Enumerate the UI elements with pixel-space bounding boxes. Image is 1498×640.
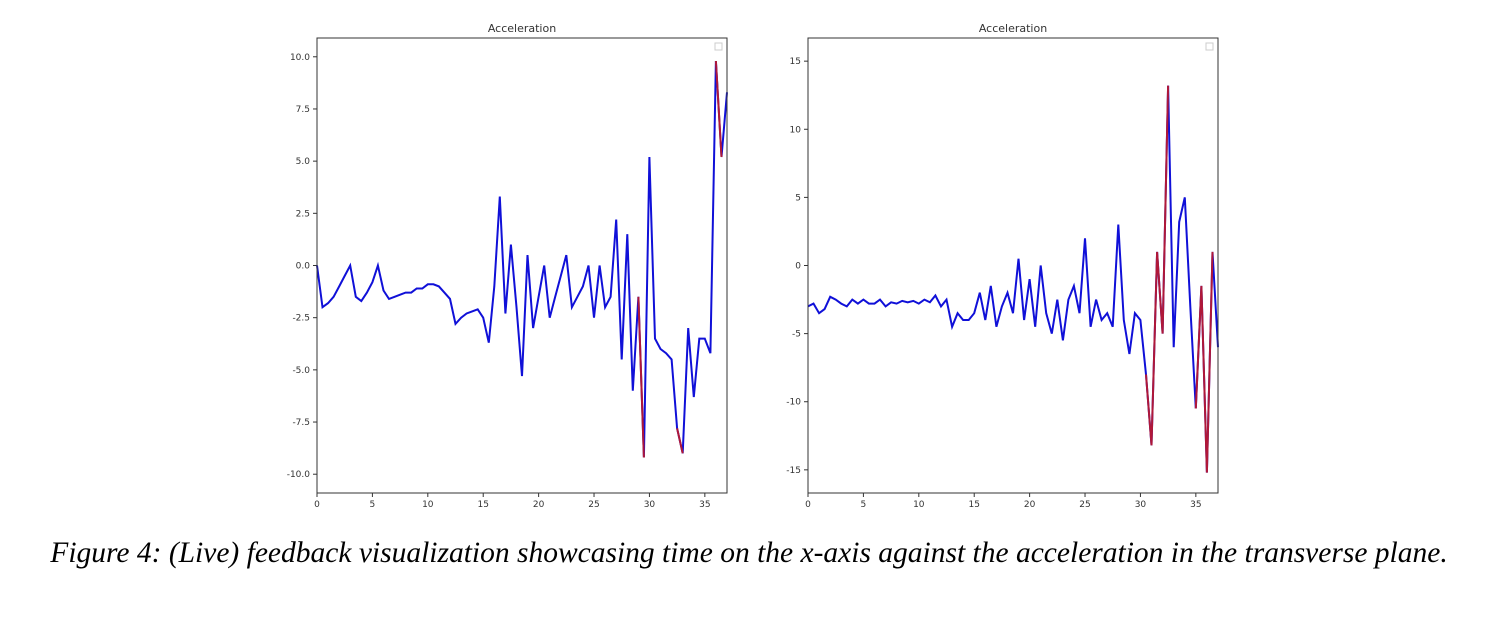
x-tick-label: 35: [1190, 500, 1201, 510]
x-tick-label: 35: [699, 500, 710, 510]
y-tick-label: -5.0: [292, 366, 310, 376]
data-line: [1145, 85, 1170, 446]
x-tick-label: 0: [805, 500, 811, 510]
x-tick-label: 25: [588, 500, 599, 510]
data-line: [316, 60, 728, 458]
y-tick-label: 10: [790, 125, 802, 135]
y-tick-label: 0.0: [296, 262, 311, 272]
y-tick-label: -15: [786, 466, 801, 476]
plot-frame: [807, 37, 1219, 494]
data-line: [1194, 251, 1214, 473]
data-line: [676, 428, 684, 454]
y-tick-label: -5: [792, 330, 801, 340]
y-tick-label: -2.5: [292, 314, 310, 324]
x-tick-label: 5: [861, 500, 867, 510]
y-tick-label: -10.0: [287, 470, 311, 480]
x-tick-label: 30: [644, 500, 656, 510]
chart-title: Acceleration: [979, 22, 1047, 35]
x-tick-label: 10: [913, 500, 925, 510]
x-tick-label: 25: [1079, 500, 1090, 510]
data-line: [714, 60, 723, 158]
x-tick-label: 5: [370, 500, 376, 510]
x-tick-label: 20: [1024, 500, 1036, 510]
legend-box: [714, 42, 723, 51]
figure: Acceleration 0 5 10 15 20 25 30 35 -10.0 -7.5 -5.0 -…: [287, 22, 1219, 510]
y-tick-label: -7.5: [292, 418, 310, 428]
legend-box: [1205, 42, 1214, 51]
y-tick-label: 0: [795, 262, 801, 272]
x-tick-label: 15: [477, 500, 488, 510]
y-tick-label: -10: [786, 398, 801, 408]
chart-title: Acceleration: [488, 22, 556, 35]
x-tick-label: 30: [1135, 500, 1147, 510]
caption: Figure 4: (Live) feedback visualization …: [50, 537, 1448, 569]
y-tick-label: 2.5: [296, 209, 310, 219]
y-tick-label: 7.5: [296, 105, 310, 115]
y-tick-label: 5: [795, 193, 801, 203]
y-tick-label: 5.0: [296, 157, 311, 167]
plot-frame: [316, 37, 728, 494]
x-tick-label: 0: [314, 500, 320, 510]
x-tick-label: 20: [533, 500, 545, 510]
x-tick-label: 15: [968, 500, 979, 510]
data-line: [637, 296, 645, 458]
x-tick-label: 10: [422, 500, 434, 510]
y-tick-label: 15: [790, 57, 801, 67]
y-tick-label: 10.0: [290, 53, 310, 63]
